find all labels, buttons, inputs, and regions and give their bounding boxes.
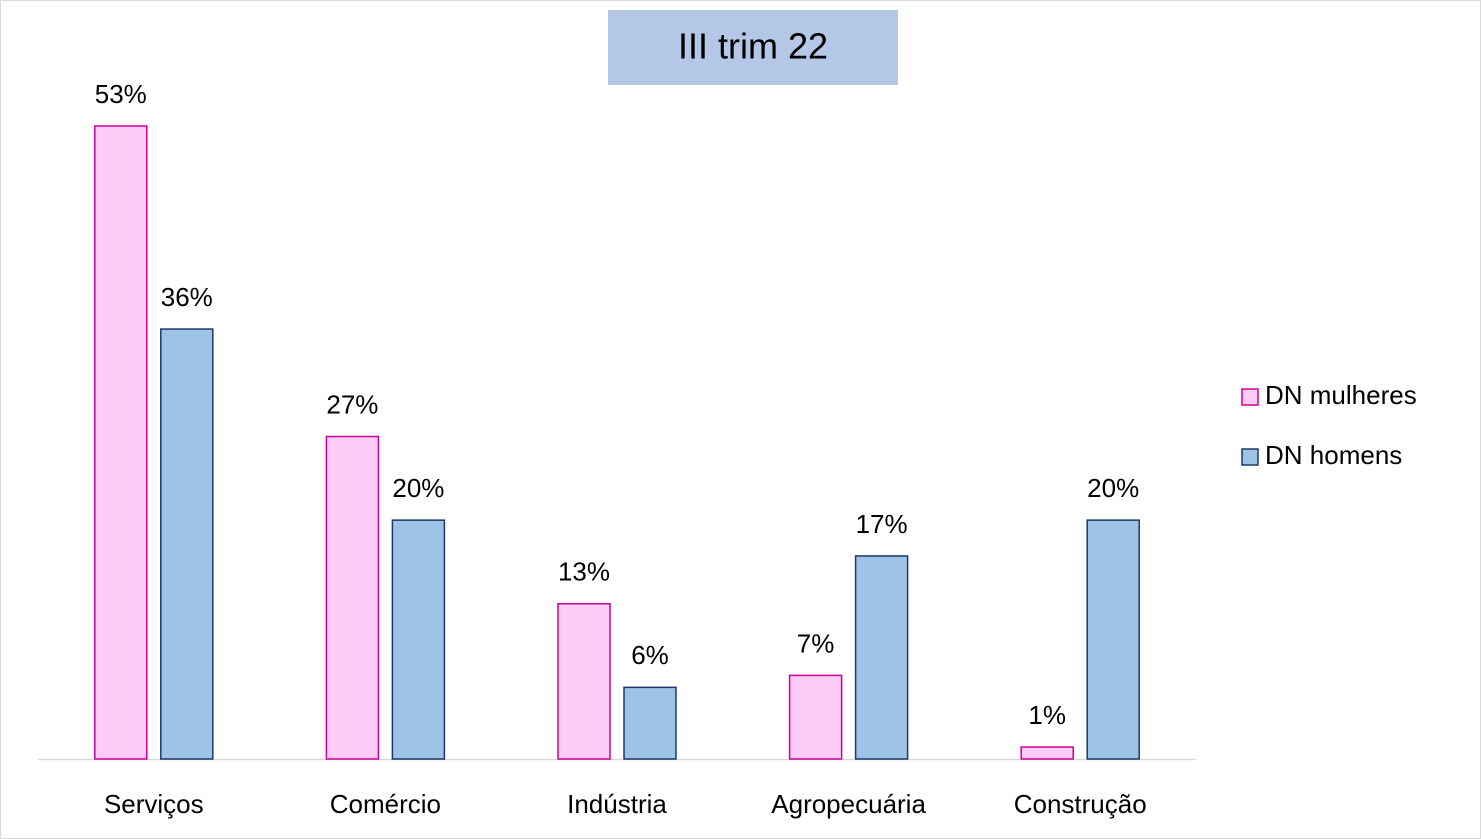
bar [391, 519, 446, 760]
x-tick-label: Comércio [330, 789, 441, 819]
bar [854, 555, 909, 760]
legend-swatch [1241, 388, 1259, 406]
data-label: 36% [161, 282, 213, 312]
bar [557, 602, 611, 760]
x-tick-label: Serviços [104, 789, 204, 819]
bar [1020, 746, 1074, 760]
data-label: 6% [631, 640, 669, 670]
x-tick-label: Construção [1014, 789, 1147, 819]
legend-label: DN homens [1265, 440, 1402, 470]
chart-title: III trim 22 [678, 26, 828, 67]
legend-swatch [1241, 448, 1259, 466]
legend-label: DN mulheres [1265, 380, 1417, 410]
data-label: 13% [558, 557, 610, 587]
bar [623, 686, 677, 760]
data-label: 20% [1087, 473, 1139, 503]
data-label: 17% [856, 509, 908, 539]
bar [1086, 519, 1140, 760]
bar [160, 328, 214, 760]
data-label: 27% [326, 389, 378, 419]
bar [788, 674, 843, 760]
x-tick-label: Indústria [567, 789, 667, 819]
data-label: 53% [95, 79, 147, 109]
data-label: 20% [392, 473, 444, 503]
bar [325, 435, 380, 760]
x-tick-label: Agropecuária [771, 789, 926, 819]
data-label: 1% [1028, 700, 1066, 730]
title-box [608, 10, 898, 85]
data-label: 7% [797, 628, 835, 658]
bar [94, 125, 148, 760]
